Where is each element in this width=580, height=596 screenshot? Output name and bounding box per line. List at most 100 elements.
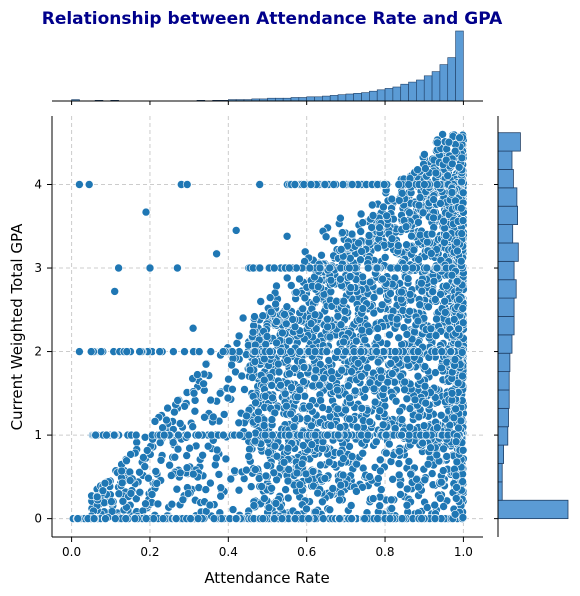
scatter-point (439, 444, 448, 454)
scatter-point (369, 384, 379, 394)
scatter-point (290, 322, 300, 332)
scatter-point (432, 180, 442, 189)
scatter-point (325, 332, 335, 342)
scatter-point (421, 398, 431, 408)
scatter-point (324, 457, 334, 467)
scatter-point (332, 296, 341, 306)
scatter-point (287, 383, 296, 392)
scatter-point (397, 514, 407, 523)
scatter-point (231, 514, 241, 523)
right-hist-bar (497, 426, 509, 446)
right-hist-bar (497, 444, 504, 464)
scatter-point (317, 251, 326, 260)
scatter-point (313, 488, 323, 498)
scatter-point (282, 232, 292, 241)
scatter-point (352, 422, 362, 432)
scatter-point (318, 497, 327, 507)
scatter-point (431, 168, 441, 178)
scatter-point (126, 489, 136, 498)
scatter-point (373, 357, 383, 367)
x-tick-label: 0.8 (375, 545, 394, 559)
scatter-point (244, 430, 254, 440)
scatter-point (387, 504, 397, 513)
scatter-point (354, 238, 363, 248)
scatter-point (305, 263, 315, 273)
scatter-point (190, 396, 200, 405)
scatter-point (126, 450, 135, 459)
scatter-point (249, 501, 259, 510)
scatter-point (307, 440, 317, 449)
scatter-point (429, 213, 438, 223)
top-hist-bar (369, 90, 378, 102)
scatter-point (173, 444, 183, 454)
scatter-point (271, 299, 280, 309)
scatter-point (303, 414, 312, 423)
scatter-point (458, 304, 468, 313)
scatter-point (272, 451, 282, 461)
scatter-point (414, 218, 423, 227)
right-hist-bar (497, 242, 519, 262)
scatter-point (250, 436, 260, 446)
scatter-point (175, 419, 185, 428)
scatter-point (307, 421, 316, 431)
scatter-point (378, 274, 387, 284)
scatter-point (244, 452, 253, 461)
scatter-point (451, 404, 460, 414)
scatter-point (125, 476, 135, 485)
scatter-point (426, 324, 436, 334)
scatter-point (431, 331, 441, 340)
scatter-point (186, 514, 195, 523)
scatter-point (143, 446, 152, 455)
scatter-point (376, 373, 386, 383)
right-hist-bar (497, 389, 510, 409)
scatter-point (180, 347, 189, 356)
scatter-point (436, 410, 446, 420)
scatter-point (308, 467, 318, 476)
scatter-point (75, 347, 84, 356)
scatter-point (312, 295, 321, 304)
scatter-point (452, 457, 462, 467)
scatter-point (159, 430, 169, 440)
y-tick-label: 3 (34, 261, 42, 275)
scatter-point (429, 195, 438, 204)
scatter-point (171, 514, 181, 523)
scatter-point (436, 199, 445, 208)
scatter-point (295, 274, 304, 284)
scatter-point (397, 415, 407, 424)
top-hist-bar (345, 93, 355, 102)
scatter-point (397, 189, 407, 198)
scatter-point (360, 385, 370, 394)
scatter-point (446, 347, 456, 356)
scatter-point (329, 180, 339, 189)
scatter-point (402, 240, 411, 249)
top-marginal-histogram (52, 30, 483, 105)
scatter-point (209, 412, 218, 422)
scatter-point (437, 347, 447, 356)
scatter-point (432, 263, 442, 273)
scatter-point (373, 243, 383, 253)
scatter-point (458, 216, 468, 225)
scatter-point (420, 381, 430, 391)
scatter-point (400, 263, 410, 273)
scatter-point (363, 430, 373, 440)
scatter-point (338, 470, 348, 480)
scatter-point (269, 263, 279, 273)
scatter-point (92, 492, 102, 502)
scatter-point (274, 367, 284, 377)
scatter-point (357, 247, 366, 256)
scatter-point (447, 188, 457, 197)
scatter-point (256, 297, 266, 306)
x-ticks: 0.0 0.2 0.4 0.6 0.8 1.0 (62, 537, 473, 559)
scatter-point (405, 422, 415, 432)
scatter-point (141, 514, 151, 523)
scatter-point (253, 415, 263, 424)
scatter-point (194, 430, 203, 440)
scatter-point (373, 333, 383, 342)
scatter-point (420, 362, 430, 371)
scatter-point (339, 337, 348, 347)
scatter-point (281, 485, 290, 494)
scatter-point (375, 501, 385, 511)
scatter-point (365, 417, 375, 427)
scatter-point (432, 450, 442, 460)
